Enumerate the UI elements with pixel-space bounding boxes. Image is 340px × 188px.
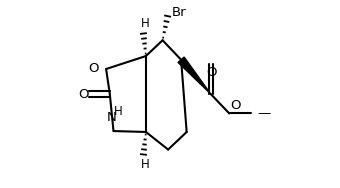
- Text: Br: Br: [172, 6, 186, 19]
- Text: O: O: [206, 66, 217, 79]
- Text: —: —: [257, 107, 270, 120]
- Text: O: O: [88, 62, 99, 76]
- Text: O: O: [78, 87, 88, 101]
- Text: O: O: [230, 99, 241, 112]
- Text: H: H: [141, 17, 149, 30]
- Text: N: N: [107, 111, 117, 124]
- Polygon shape: [178, 57, 211, 94]
- Text: H: H: [114, 105, 122, 118]
- Text: H: H: [141, 158, 149, 171]
